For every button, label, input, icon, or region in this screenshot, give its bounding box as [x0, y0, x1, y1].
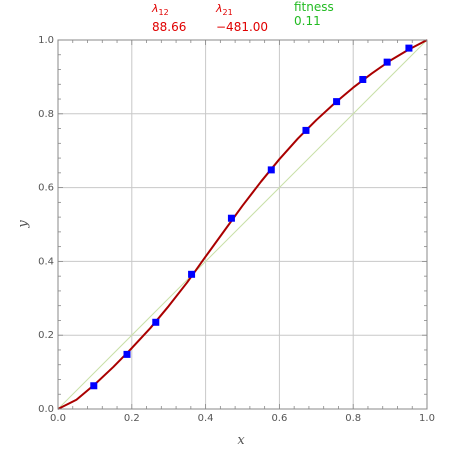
x-tick-label: 0.2 — [124, 413, 140, 424]
data-point — [359, 75, 367, 83]
y-tick-label: 1.0 — [38, 35, 54, 46]
x-tick-label: 0.8 — [345, 413, 361, 424]
reference-line — [57, 39, 428, 410]
lambda21-symbol: λ21 — [216, 2, 233, 18]
y-axis-title: y — [16, 220, 31, 229]
data-point — [152, 318, 160, 326]
x-axis-title: x — [237, 433, 245, 448]
fitness-value: 0.11 — [294, 14, 321, 28]
data-point — [90, 382, 98, 390]
y-tick-label: 0.6 — [38, 183, 54, 194]
lambda21-value: −481.00 — [216, 20, 269, 35]
data-points — [90, 44, 413, 390]
fitness-label: fitness — [294, 0, 334, 14]
fitness-param: fitness 0.11 — [294, 0, 334, 28]
y-tick-label: 0.4 — [38, 256, 54, 267]
x-tick-label: 0.4 — [198, 413, 214, 424]
ticks: 0.0 0.2 0.4 0.6 0.8 1.0 0.0 0.2 0.4 0.6 0.8 1.0 — [38, 35, 435, 424]
data-point — [188, 270, 196, 278]
lambda12-param: λ12 88.66 — [152, 2, 186, 34]
data-point — [383, 58, 391, 66]
reference-line-layer — [57, 39, 428, 410]
lambda12-symbol: λ12 — [152, 2, 169, 18]
x-tick-label: 0.0 — [50, 413, 66, 424]
data-point — [227, 214, 235, 222]
data-point — [267, 166, 275, 174]
data-point — [405, 44, 413, 52]
data-point — [123, 350, 131, 358]
lambda12-value: 88.66 — [152, 20, 187, 35]
x-tick-label: 1.0 — [419, 413, 435, 424]
x-tick-label: 0.6 — [271, 413, 287, 424]
lambda21-param: λ21 −481.00 — [216, 2, 268, 34]
y-tick-label: 0.0 — [38, 404, 54, 415]
y-tick-label: 0.2 — [38, 330, 54, 341]
grid — [58, 40, 427, 409]
data-point — [302, 126, 310, 134]
plot-frame — [57, 39, 428, 410]
y-tick-label: 0.8 — [38, 109, 54, 120]
plot-border — [57, 39, 428, 410]
data-point — [333, 98, 341, 106]
